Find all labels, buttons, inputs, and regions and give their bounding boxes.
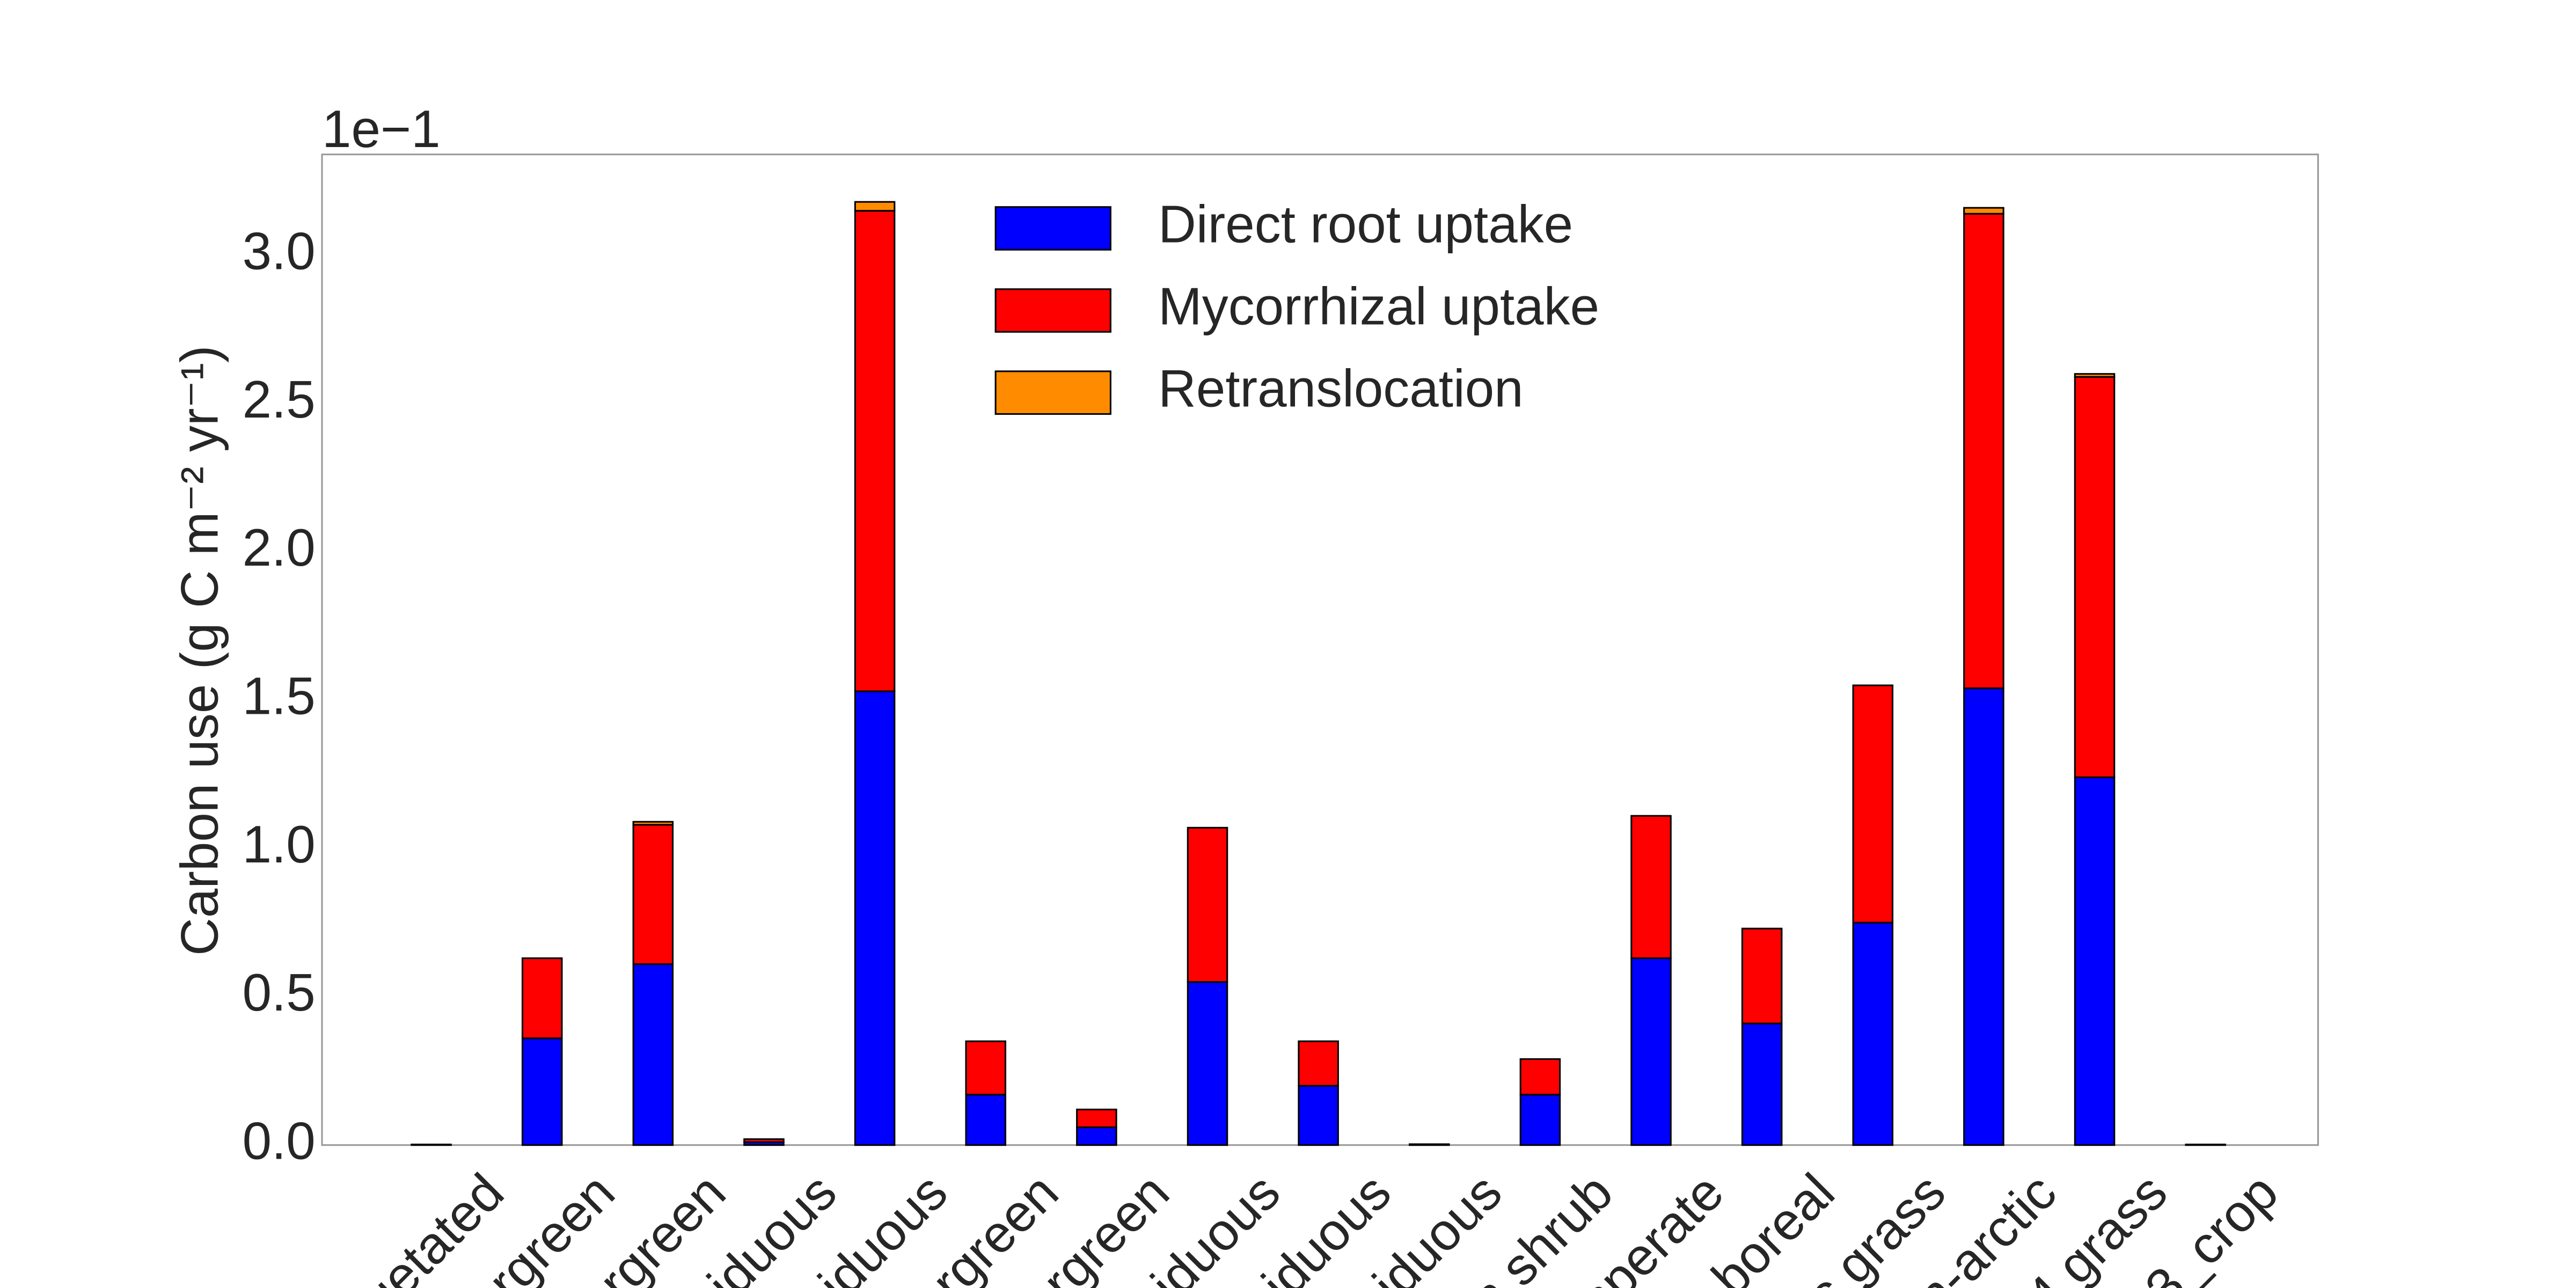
y-tick-label: 0.0 [243, 1111, 316, 1170]
bar-segment [1741, 1022, 1783, 1146]
bar-segment [854, 201, 896, 212]
y-tick-label: 1.5 [243, 667, 316, 726]
bar-segment [743, 1138, 785, 1143]
bar-segment [1630, 815, 1672, 960]
bar-segment [854, 210, 896, 692]
legend-swatch [994, 288, 1111, 333]
bar-segment [1963, 207, 2004, 215]
legend-swatch [994, 206, 1111, 251]
bar-segment [1519, 1094, 1561, 1146]
bar-segment [1076, 1108, 1117, 1129]
legend-label: Mycorrhizal uptake [1158, 276, 1599, 335]
bar-segment [1076, 1126, 1117, 1146]
y-tick-label: 2.5 [243, 370, 316, 429]
legend-swatch [994, 370, 1111, 415]
bar-segment [1852, 684, 1894, 924]
bar-segment [632, 963, 674, 1146]
bar-segment [1741, 927, 1783, 1024]
bar-segment [854, 690, 896, 1146]
y-tick-label: 3.0 [243, 222, 316, 281]
bar-segment [1630, 957, 1672, 1146]
bar-segment [2074, 373, 2116, 378]
y-tick-label: 1.0 [243, 815, 316, 874]
y-axis-label: Carbon use (g C m⁻² yr⁻¹) [170, 346, 229, 956]
y-tick-label: 2.0 [243, 518, 316, 577]
bar-segment [1187, 981, 1228, 1146]
bar-segment [1298, 1040, 1339, 1087]
bar-segment [1852, 921, 1894, 1146]
bar-segment [521, 957, 563, 1040]
y-tick-label: 0.5 [243, 963, 316, 1022]
bar-segment [1963, 687, 2004, 1146]
bar-segment [632, 824, 674, 965]
legend-label: Direct root uptake [1158, 194, 1573, 253]
bar-segment [521, 1037, 563, 1146]
bar-segment [1298, 1085, 1339, 1146]
y-offset-label: 1e−1 [322, 99, 441, 158]
bar-segment [1408, 1143, 1450, 1146]
bar-segment [965, 1040, 1006, 1096]
bar-segment [2074, 376, 2116, 778]
legend-label: Retranslocation [1158, 359, 1524, 418]
bar-segment [1187, 826, 1228, 983]
bar-segment [1963, 213, 2004, 690]
bar-segment [2074, 776, 2116, 1146]
bar-segment [965, 1094, 1006, 1146]
bar-segment [1519, 1058, 1561, 1096]
bar-segment [632, 821, 674, 826]
